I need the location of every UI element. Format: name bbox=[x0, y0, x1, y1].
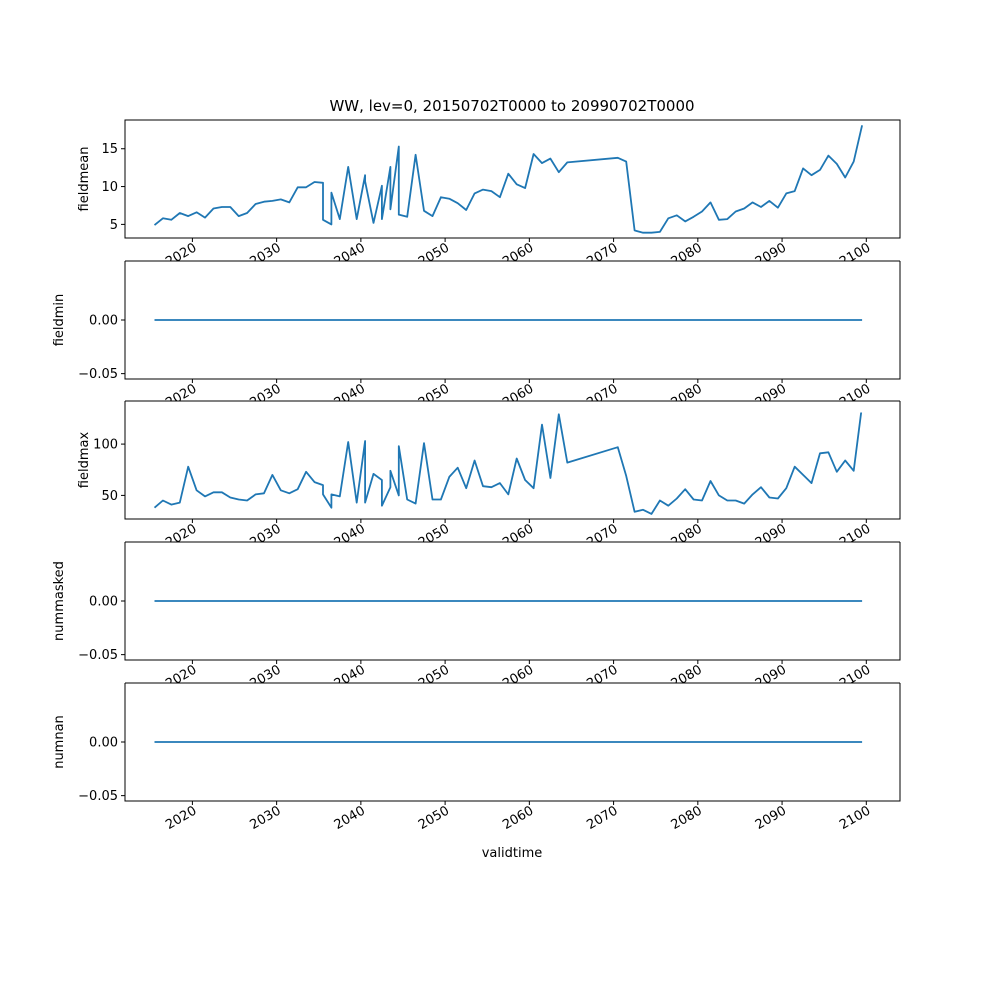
ytick-label: 50 bbox=[101, 489, 118, 504]
y-axis-label-fieldmax: fieldmax bbox=[77, 432, 92, 489]
ytick-label: −0.05 bbox=[78, 789, 118, 804]
y-axis-label-nummasked: nummasked bbox=[52, 561, 67, 641]
occluder-band bbox=[0, 400, 1000, 413]
y-axis-label-fieldmean: fieldmean bbox=[77, 147, 92, 212]
occluder-band bbox=[0, 682, 1000, 695]
ytick-label: −0.05 bbox=[78, 648, 118, 663]
x-axis-label: validtime bbox=[482, 846, 543, 861]
ytick-label: −0.05 bbox=[78, 367, 118, 382]
ytick-label: 0.00 bbox=[89, 736, 118, 751]
series-line-fieldmax bbox=[153, 404, 863, 515]
ytick-label: 15 bbox=[101, 142, 118, 157]
ytick-label: 0.00 bbox=[89, 595, 118, 610]
label-occluders bbox=[0, 260, 1000, 695]
ytick-label: 100 bbox=[93, 438, 118, 453]
series-line-fieldmean bbox=[153, 125, 863, 234]
y-axis-label-numnan: numnan bbox=[52, 715, 67, 769]
ytick-label: 10 bbox=[101, 180, 118, 195]
y-axis-label-fieldmin: fieldmin bbox=[52, 294, 67, 347]
ytick-label: 5 bbox=[110, 218, 118, 233]
axes-frame-fieldmean bbox=[124, 119, 901, 239]
occluder-band bbox=[0, 541, 1000, 554]
chart-title: WW, lev=0, 20150702T0000 to 20990702T000… bbox=[329, 97, 694, 115]
ytick-label: 0.00 bbox=[89, 314, 118, 329]
occluder-band bbox=[0, 260, 1000, 273]
